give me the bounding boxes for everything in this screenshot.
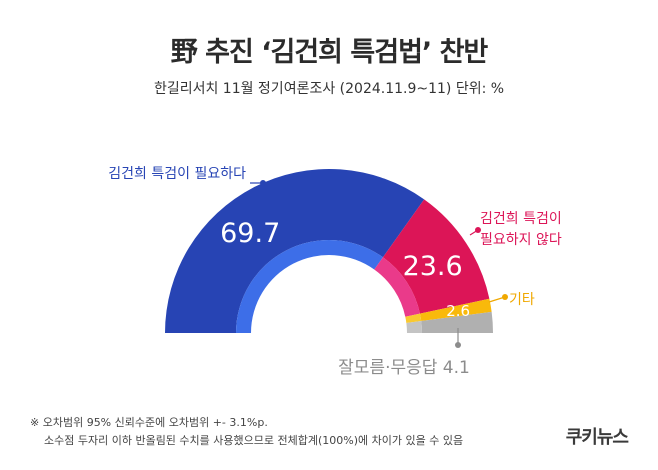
chart-subtitle: 한길리서치 11월 정기여론조사 (2024.11.9~11) 단위: %: [153, 81, 505, 97]
callout-label-3: 기타: [509, 292, 535, 308]
footnote-rounding: 소수점 두자리 이하 반올림된 수치를 사용했으므로 전체합계(100%)에 차…: [44, 434, 464, 447]
slice-inner-band-2: [374, 257, 420, 317]
callout-dot-1: [260, 180, 266, 186]
callout-label-4: 잘모름·무응답 4.1: [338, 358, 470, 378]
callout-label-2-line-1: 김건희 특검이: [480, 211, 562, 227]
value-label-2: 23.6: [403, 251, 463, 282]
value-label-1: 69.7: [220, 218, 280, 249]
callout-label-1: 김건희 특검이 필요하다: [108, 166, 246, 182]
footnote-margin-of-error: ※ 오차범위 95% 신뢰수준에 오차범위 +- 3.1%p.: [30, 416, 268, 429]
slice-4: [421, 311, 493, 333]
callout-label-2-line-2: 필요하지 않다: [480, 232, 562, 248]
slice-3: [419, 298, 492, 322]
callout-dot-2: [475, 227, 481, 233]
chart-title: 野 추진 ‘김건희 특검법’ 찬반: [170, 37, 489, 68]
slice-inner-band-3: [405, 313, 422, 323]
slice-2: [382, 199, 490, 314]
publisher-logo: 쿠키뉴스: [565, 427, 629, 448]
slice-inner-band-1: [236, 239, 383, 333]
callout-dot-4: [455, 342, 461, 348]
callout-dot-3: [502, 294, 508, 300]
value-label-3: 2.6: [446, 302, 470, 320]
slice-inner-band-4: [406, 321, 422, 333]
slice-1: [165, 168, 425, 333]
